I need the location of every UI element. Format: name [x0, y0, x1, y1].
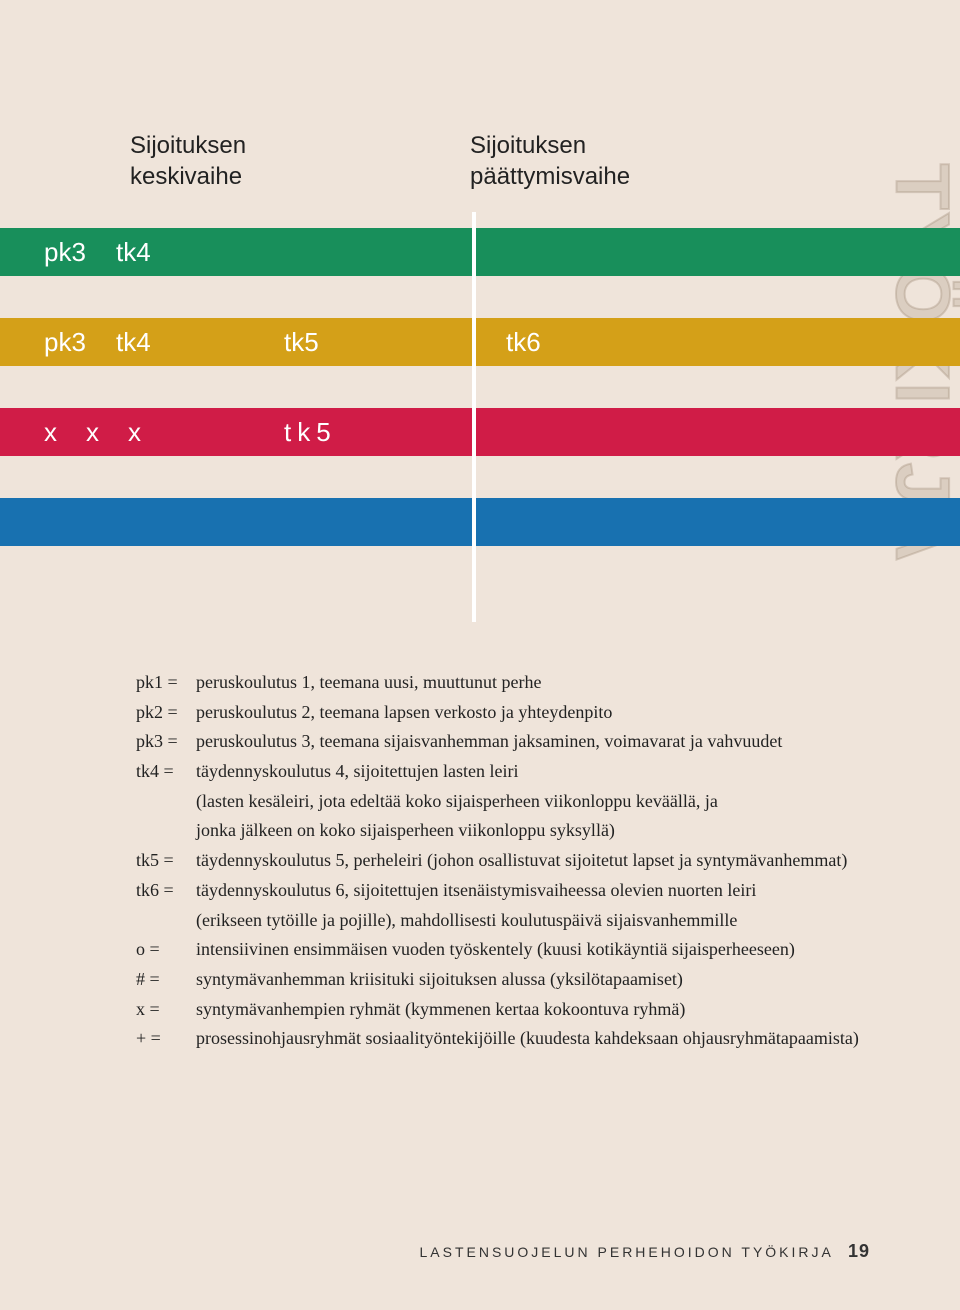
legend-val: syntymävanhempien ryhmät (kymmenen kerta… — [196, 995, 880, 1025]
column-headers: Sijoituksen keskivaihe Sijoituksen päätt… — [0, 130, 960, 192]
legend-row: pk3 =peruskoulutus 3, teemana sijaisvanh… — [136, 727, 880, 757]
legend-val: (lasten kesäleiri, jota edeltää koko sij… — [196, 787, 880, 817]
bar-cell: tk5 — [276, 327, 498, 358]
legend-val: peruskoulutus 3, teemana sijaisvanhemman… — [196, 727, 880, 757]
bar-green: pk3 tk4 — [0, 228, 960, 276]
footer-text: LASTENSUOJELUN PERHEHOIDON TYÖKIRJA — [419, 1244, 833, 1260]
legend: pk1 =peruskoulutus 1, teemana uusi, muut… — [136, 668, 880, 1054]
bar-chart: pk3 tk4 pk3 tk4 tk5 tk6 x x x tk5 — [0, 228, 960, 588]
vertical-divider — [472, 212, 476, 622]
legend-row: (lasten kesäleiri, jota edeltää koko sij… — [136, 787, 880, 817]
legend-key: pk3 = — [136, 727, 196, 757]
legend-key: tk6 = — [136, 876, 196, 906]
legend-val: täydennyskoulutus 6, sijoitettujen itsen… — [196, 876, 880, 906]
bar-blue — [0, 498, 960, 546]
legend-key: o = — [136, 935, 196, 965]
legend-val: (erikseen tytöille ja pojille), mahdolli… — [196, 906, 880, 936]
header-keskivaihe: Sijoituksen keskivaihe — [130, 130, 470, 192]
legend-row: tk5 =täydennyskoulutus 5, perheleiri (jo… — [136, 846, 880, 876]
legend-val: syntymävanhemman kriisituki sijoituksen … — [196, 965, 880, 995]
bar-yellow: pk3 tk4 tk5 tk6 — [0, 318, 960, 366]
header-line: Sijoituksen — [130, 132, 246, 159]
legend-key — [136, 787, 196, 817]
legend-key: pk2 = — [136, 698, 196, 728]
legend-row: (erikseen tytöille ja pojille), mahdolli… — [136, 906, 880, 936]
bar-cell: x — [36, 417, 78, 448]
legend-row: pk2 =peruskoulutus 2, teemana lapsen ver… — [136, 698, 880, 728]
bar-cell: tk5 — [276, 417, 337, 448]
bar-red: x x x tk5 — [0, 408, 960, 456]
bar-cell: tk4 — [108, 237, 180, 268]
legend-val: peruskoulutus 2, teemana lapsen verkosto… — [196, 698, 880, 728]
legend-row: + =prosessinohjausryhmät sosiaalityöntek… — [136, 1024, 880, 1054]
legend-key — [136, 816, 196, 846]
legend-row: pk1 =peruskoulutus 1, teemana uusi, muut… — [136, 668, 880, 698]
page-footer: LASTENSUOJELUN PERHEHOIDON TYÖKIRJA 19 — [419, 1241, 870, 1262]
legend-key — [136, 906, 196, 936]
legend-row: # =syntymävanhemman kriisituki sijoituks… — [136, 965, 880, 995]
header-line: Sijoituksen — [470, 132, 586, 159]
header-line: keskivaihe — [130, 163, 242, 190]
legend-key: + = — [136, 1024, 196, 1054]
header-line: päättymisvaihe — [470, 163, 630, 190]
legend-row: jonka jälkeen on koko sijaisperheen viik… — [136, 816, 880, 846]
legend-val: täydennyskoulutus 4, sijoitettujen laste… — [196, 757, 880, 787]
legend-row: tk6 =täydennyskoulutus 6, sijoitettujen … — [136, 876, 880, 906]
bar-cell: x — [78, 417, 120, 448]
legend-row: o =intensiivinen ensimmäisen vuoden työs… — [136, 935, 880, 965]
legend-row: x =syntymävanhempien ryhmät (kymmenen ke… — [136, 995, 880, 1025]
legend-val: prosessinohjausryhmät sosiaalityöntekijö… — [196, 1024, 880, 1054]
header-paattymisvaihe: Sijoituksen päättymisvaihe — [470, 130, 630, 192]
legend-key: tk5 = — [136, 846, 196, 876]
bar-cell: pk3 — [36, 237, 108, 268]
legend-val: intensiivinen ensimmäisen vuoden työsken… — [196, 935, 880, 965]
legend-key: # = — [136, 965, 196, 995]
legend-key: tk4 = — [136, 757, 196, 787]
page: Sijoituksen keskivaihe Sijoituksen päätt… — [0, 0, 960, 1310]
legend-key: pk1 = — [136, 668, 196, 698]
legend-key: x = — [136, 995, 196, 1025]
legend-val: täydennyskoulutus 5, perheleiri (johon o… — [196, 846, 880, 876]
bar-cell: pk3 — [36, 327, 108, 358]
bar-cell: tk6 — [498, 327, 541, 358]
legend-val: peruskoulutus 1, teemana uusi, muuttunut… — [196, 668, 880, 698]
legend-val: jonka jälkeen on koko sijaisperheen viik… — [196, 816, 880, 846]
legend-row: tk4 =täydennyskoulutus 4, sijoitettujen … — [136, 757, 880, 787]
bar-cell: x — [120, 417, 276, 448]
page-number: 19 — [848, 1241, 870, 1261]
bar-cell: tk4 — [108, 327, 276, 358]
